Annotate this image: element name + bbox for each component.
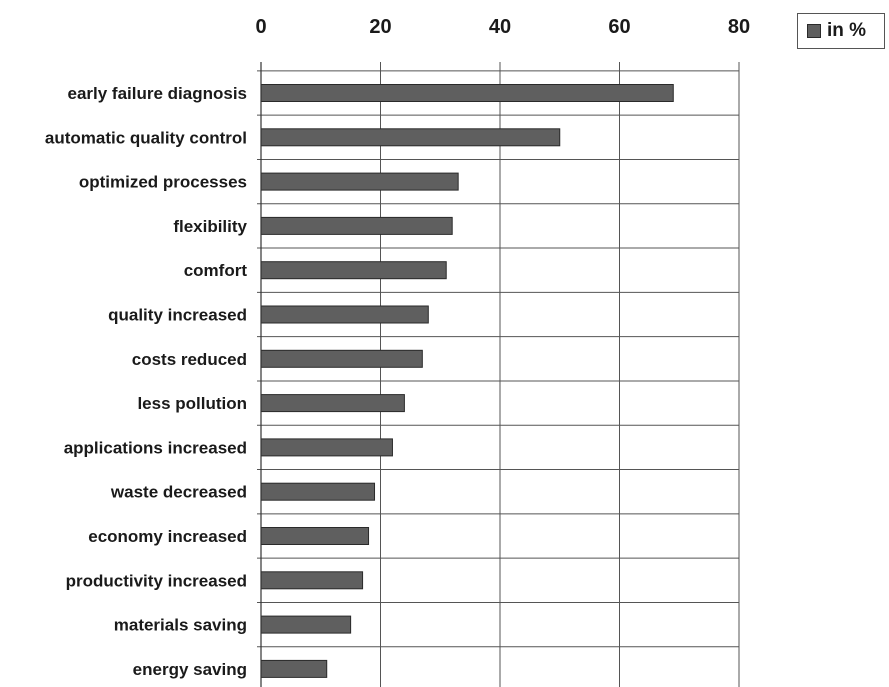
bar	[260, 216, 453, 235]
category-label: comfort	[184, 261, 248, 280]
category-label: early failure diagnosis	[67, 84, 247, 103]
bar	[260, 305, 429, 324]
bar	[260, 128, 561, 147]
legend: in %	[797, 13, 885, 49]
category-label: quality increased	[108, 306, 247, 325]
bar	[260, 261, 447, 280]
bar	[260, 349, 423, 368]
bar	[260, 615, 352, 634]
bars	[260, 62, 674, 687]
x-tick-label: 0	[255, 16, 266, 38]
x-tick-label: 60	[608, 16, 630, 38]
category-label: optimized processes	[79, 173, 247, 192]
category-label: waste decreased	[110, 483, 247, 502]
category-label: energy saving	[133, 660, 247, 679]
x-tick-label: 20	[369, 16, 391, 38]
category-label: applications increased	[64, 438, 247, 457]
bar	[260, 84, 674, 102]
category-label: costs reduced	[132, 350, 247, 369]
bar	[260, 172, 459, 191]
bar	[260, 438, 393, 457]
legend-swatch	[807, 24, 821, 38]
x-tick-label: 80	[728, 16, 750, 38]
category-label: automatic quality control	[45, 128, 247, 147]
bar	[260, 659, 328, 678]
category-label: economy increased	[88, 527, 247, 546]
bar	[260, 482, 376, 501]
legend-label: in %	[827, 20, 867, 41]
category-label: materials saving	[114, 616, 247, 635]
bar	[260, 571, 364, 590]
grid-lines	[257, 62, 740, 687]
x-tick-label: 40	[489, 16, 511, 38]
bar	[260, 527, 370, 545]
y-axis-labels: early failure diagnosis automatic quality…	[45, 84, 248, 679]
x-axis-ticks: 0 20 40 60 80	[255, 16, 750, 38]
category-label: less pollution	[137, 394, 247, 413]
category-label: flexibility	[173, 217, 247, 236]
category-label: productivity increased	[66, 571, 247, 590]
bar	[260, 394, 405, 413]
